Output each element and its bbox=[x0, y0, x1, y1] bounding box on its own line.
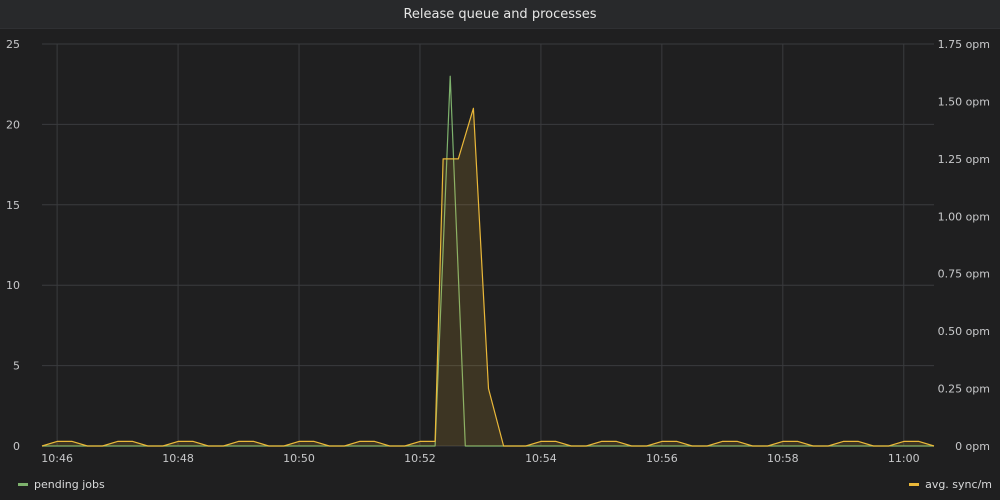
y-left-tick-label: 25 bbox=[6, 38, 20, 51]
series-line-pending-jobs bbox=[42, 75, 934, 447]
y-left-tick-label: 20 bbox=[6, 118, 20, 131]
series-area-avg-sync-m bbox=[42, 108, 934, 447]
legend-swatch-pending-icon bbox=[18, 483, 28, 486]
y-left-tick-label: 5 bbox=[13, 360, 20, 373]
panel-header[interactable]: Release queue and processes bbox=[0, 0, 1000, 29]
series-line-avg-sync-m bbox=[41, 107, 935, 447]
y-right-tick-label: 0.75 opm bbox=[938, 268, 990, 281]
chart-canvas[interactable]: 0 5 10 15 20 25 0 opm 0.25 opm 0.50 opm 0.75 opm 1… bbox=[0, 0, 1000, 470]
x-tick-label: 10:56 bbox=[646, 452, 678, 465]
y-right-tick-label: 0 opm bbox=[955, 440, 990, 453]
y-left-tick-label: 0 bbox=[13, 440, 20, 453]
x-tick-label: 11:00 bbox=[888, 452, 920, 465]
legend-label-pending: pending jobs bbox=[34, 478, 105, 491]
x-tick-label: 10:50 bbox=[283, 452, 315, 465]
legend-swatch-sync-icon bbox=[909, 483, 920, 486]
y-right-tick-label: 0.25 opm bbox=[938, 383, 990, 396]
x-tick-label: 10:58 bbox=[767, 452, 799, 465]
x-tick-label: 10:52 bbox=[404, 452, 436, 465]
panel-title: Release queue and processes bbox=[403, 6, 597, 22]
y-right-tick-label: 0.50 opm bbox=[938, 325, 990, 338]
y-left-tick-label: 10 bbox=[6, 279, 20, 292]
x-tick-label: 10:54 bbox=[525, 452, 557, 465]
y-right-tick-label: 1.50 opm bbox=[938, 95, 990, 108]
y-left-tick-label: 15 bbox=[6, 199, 20, 212]
y-right-tick-label: 1.00 opm bbox=[938, 210, 990, 223]
legend-item-avg-sync[interactable]: avg. sync/m bbox=[909, 478, 992, 491]
x-tick-label: 10:48 bbox=[162, 452, 194, 465]
legend: pending jobs avg. sync/m bbox=[0, 470, 1000, 500]
y-right-tick-label: 1.75 opm bbox=[938, 38, 990, 51]
x-tick-label: 10:46 bbox=[41, 452, 73, 465]
y-right-tick-label: 1.25 opm bbox=[938, 153, 990, 166]
legend-item-pending-jobs[interactable]: pending jobs bbox=[18, 478, 105, 491]
legend-label-sync: avg. sync/m bbox=[925, 478, 992, 491]
